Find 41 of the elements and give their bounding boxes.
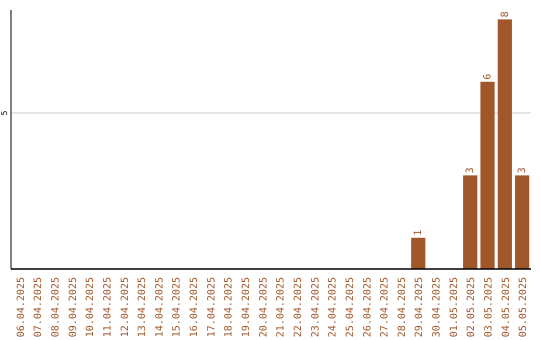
x-tick-label: 29.04.2025 — [414, 277, 426, 338]
bar — [480, 82, 495, 269]
data-label: 8 — [500, 11, 511, 18]
data-label: 1 — [413, 230, 424, 236]
bar — [411, 238, 426, 269]
data-label: 3 — [517, 167, 528, 174]
x-tick-label: 13.04.2025 — [137, 277, 148, 338]
x-tick-label: 06.04.2025 — [16, 277, 27, 338]
x-tick-label: 02.05.2025 — [466, 277, 478, 338]
x-tick-label: 24.04.2025 — [328, 277, 339, 338]
x-tick-label: 08.04.2025 — [50, 277, 62, 338]
x-tick-label: 12.04.2025 — [120, 277, 131, 338]
x-tick-label: 25.04.2025 — [344, 277, 356, 338]
x-tick-label: 21.04.2025 — [276, 277, 287, 338]
x-tick-label: 14.04.2025 — [154, 277, 166, 338]
data-label: 6 — [482, 74, 494, 80]
x-tick-label: 07.04.2025 — [33, 277, 44, 338]
bar — [498, 19, 512, 269]
x-tick-label: 11.04.2025 — [102, 277, 114, 338]
data-label: 3 — [465, 167, 476, 174]
x-tick-label: 19.04.2025 — [241, 277, 252, 338]
x-tick-label: 22.04.2025 — [292, 277, 304, 338]
x-tick-label: 05.05.2025 — [518, 277, 530, 338]
x-tick-label: 04.05.2025 — [500, 277, 512, 338]
x-tick-label: 03.05.2025 — [484, 277, 495, 338]
x-tick-label: 23.04.2025 — [310, 277, 322, 338]
x-tick-label: 27.04.2025 — [380, 277, 391, 338]
x-tick-label: 30.04.2025 — [432, 277, 443, 338]
x-tick-label: 26.04.2025 — [362, 277, 374, 338]
x-tick-label: 09.04.2025 — [68, 277, 79, 338]
x-tick-label: 01.05.2025 — [448, 277, 460, 338]
bar — [463, 175, 478, 269]
x-tick-label: 20.04.2025 — [258, 277, 270, 338]
x-tick-label: 15.04.2025 — [172, 277, 183, 338]
x-tick-label: 10.04.2025 — [85, 277, 96, 338]
x-tick-label: 17.04.2025 — [206, 277, 218, 338]
x-tick-label: 18.04.2025 — [224, 277, 235, 338]
x-tick-label: 28.04.2025 — [396, 277, 408, 338]
x-tick-label: 16.04.2025 — [189, 277, 200, 338]
ref-line-label: 5 — [0, 110, 9, 116]
bar — [515, 175, 530, 269]
